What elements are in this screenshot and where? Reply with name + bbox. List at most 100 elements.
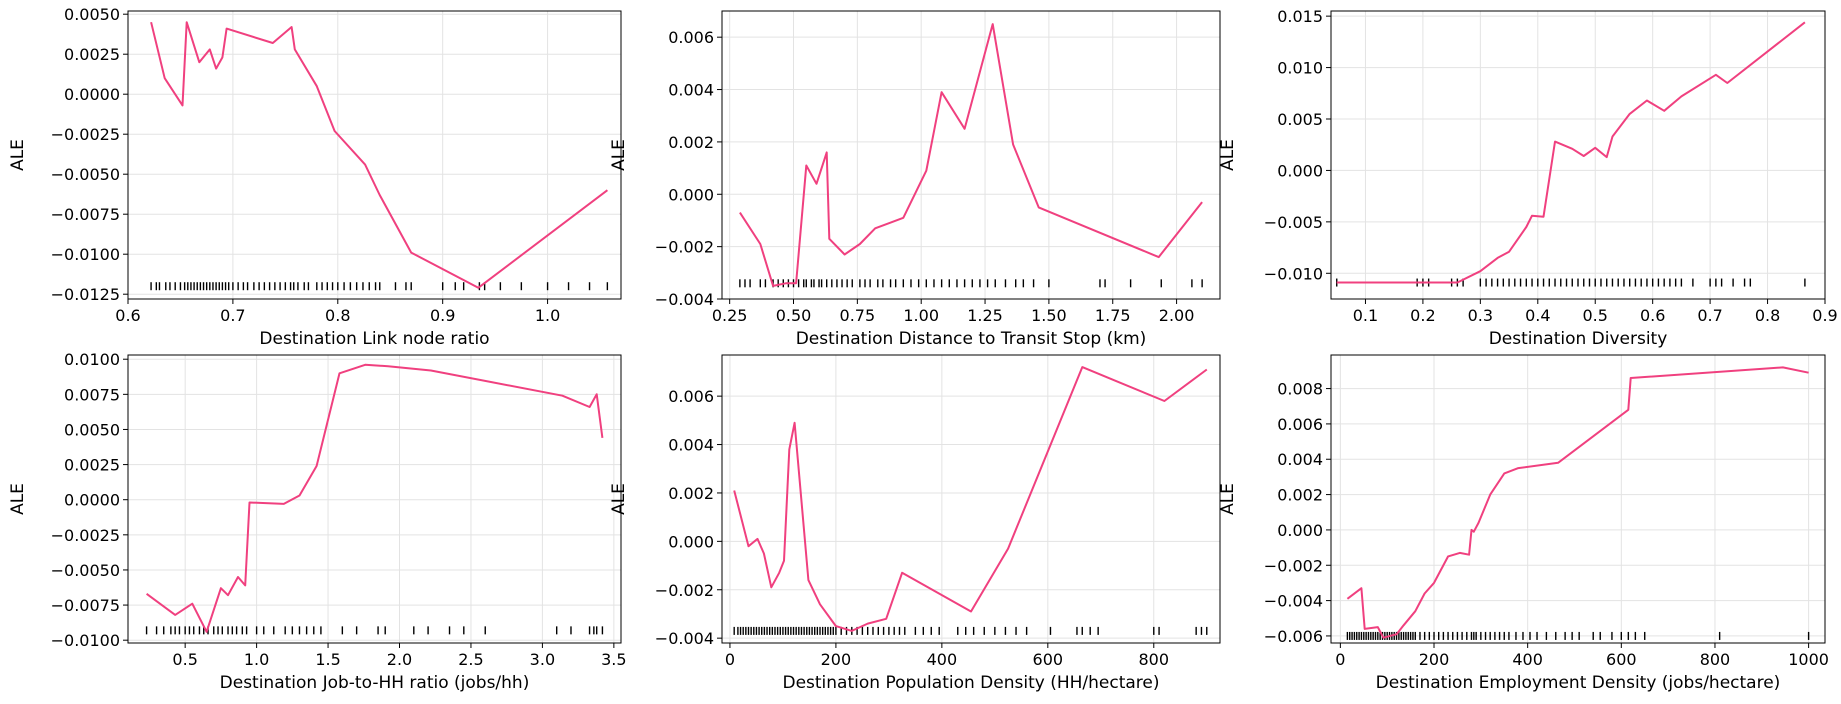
y-tick-label: −0.0100	[51, 631, 120, 650]
y-axis-label: ALE	[609, 483, 629, 515]
ale-line	[739, 23, 1203, 287]
y-axis-label: ALE	[8, 139, 28, 171]
y-tick-label: 0.006	[668, 28, 714, 47]
y-tick-label: −0.004	[1264, 592, 1323, 611]
x-axis-label: Destination Distance to Transit Stop (km…	[796, 329, 1147, 349]
y-tick-label: 0.004	[1277, 450, 1323, 469]
x-tick-label: 1.50	[1031, 306, 1067, 325]
x-tick-label: 800	[1139, 650, 1170, 669]
x-axis-label: Destination Diversity	[1489, 329, 1668, 349]
x-tick-label: 0.4	[1525, 306, 1550, 325]
x-tick-label: 0.25	[712, 306, 748, 325]
y-tick-label: −0.0075	[51, 596, 120, 615]
y-tick-label: 0.006	[1277, 415, 1323, 434]
chart-panel-6: 0 200 400 600 800 1000 −0.006 −0.004 −0.002 0.000…	[1218, 354, 1829, 693]
y-axis-label: ALE	[1218, 139, 1238, 171]
chart-panel-2: 0.25 0.50 0.75 1.00 1.25 1.50 1.75 2.00 −0.004 −0…	[609, 10, 1221, 349]
x-tick-label: 0.9	[1812, 306, 1837, 325]
x-tick-label: 0.50	[776, 306, 812, 325]
x-tick-label: 0.7	[220, 306, 245, 325]
x-tick-label: 600	[1606, 650, 1637, 669]
y-tick-label: 0.0100	[64, 350, 120, 369]
x-tick-label: 1.00	[903, 306, 939, 325]
x-tick-label: 1.75	[1095, 306, 1131, 325]
x-axis-label: Destination Link node ratio	[259, 329, 489, 349]
y-axis-label: ALE	[8, 483, 28, 515]
x-tick-label: 0.3	[1468, 306, 1493, 325]
y-tick-label: 0.0000	[64, 85, 120, 104]
x-tick-label: 0.6	[115, 306, 140, 325]
x-tick-label: 400	[927, 650, 958, 669]
x-tick-label: 200	[1419, 650, 1450, 669]
axes-frame	[127, 10, 622, 300]
y-tick-label: −0.0125	[51, 285, 120, 304]
axes-frame	[1330, 10, 1826, 300]
y-tick-label: −0.006	[1264, 627, 1323, 646]
ale-line	[1346, 366, 1809, 639]
ale-line	[146, 363, 604, 633]
y-tick-label: 0.000	[1277, 521, 1323, 540]
y-tick-label: −0.0050	[51, 561, 120, 580]
x-tick-label: 0.7	[1697, 306, 1722, 325]
x-tick-label: 0.1	[1353, 306, 1378, 325]
x-tick-label: 1000	[1788, 650, 1829, 669]
y-tick-label: 0.004	[668, 81, 714, 100]
x-tick-label: 0.9	[430, 306, 455, 325]
x-tick-label: 2.5	[458, 650, 483, 669]
y-axis-label: ALE	[1218, 483, 1238, 515]
axes-frame	[721, 10, 1221, 300]
y-tick-label: 0.0025	[64, 45, 120, 64]
y-tick-label: 0.002	[1277, 486, 1323, 505]
y-tick-label: 0.005	[1277, 110, 1323, 129]
y-tick-label: 0.006	[668, 387, 714, 406]
y-tick-label: 0.002	[668, 484, 714, 503]
ale-line	[1336, 21, 1806, 284]
x-tick-label: 1.25	[967, 306, 1003, 325]
y-tick-label: 0.008	[1277, 380, 1323, 399]
y-tick-label: 0.002	[668, 133, 714, 152]
x-tick-label: 1.0	[244, 650, 269, 669]
chart-panel-5: 0 200 400 600 800 −0.004 −0.002 0.000 0.002 0.004…	[609, 354, 1221, 693]
axes-frame	[721, 354, 1221, 644]
x-tick-label: 400	[1512, 650, 1543, 669]
y-tick-label: −0.004	[655, 629, 714, 648]
y-tick-label: −0.002	[1264, 556, 1323, 575]
y-tick-label: 0.015	[1277, 7, 1323, 26]
x-tick-label: 600	[1033, 650, 1064, 669]
x-tick-label: 2.0	[387, 650, 412, 669]
x-tick-label: 0.5	[1583, 306, 1608, 325]
y-tick-label: −0.004	[655, 290, 714, 309]
x-tick-label: 2.00	[1159, 306, 1195, 325]
chart-panel-1: 0.6 0.7 0.8 0.9 1.0 −0.0125 −0.0100 −0.0075 −0.0…	[8, 5, 622, 349]
y-tick-label: −0.0025	[51, 125, 120, 144]
y-tick-label: 0.010	[1277, 59, 1323, 78]
y-tick-label: 0.000	[668, 185, 714, 204]
y-tick-label: 0.0050	[64, 420, 120, 439]
x-tick-label: 800	[1700, 650, 1731, 669]
x-tick-label: 0.6	[1640, 306, 1665, 325]
x-tick-label: 0.8	[1755, 306, 1780, 325]
x-tick-label: 1.0	[535, 306, 560, 325]
y-tick-label: 0.0000	[64, 491, 120, 510]
x-tick-label: 200	[821, 650, 852, 669]
x-tick-label: 0.5	[172, 650, 197, 669]
y-tick-label: 0.0025	[64, 456, 120, 475]
y-tick-label: −0.0050	[51, 165, 120, 184]
ale-line	[733, 366, 1208, 632]
chart-panel-3: 0.1 0.2 0.3 0.4 0.5 0.6 0.7 0.8 0.9 −0.010 −0.005 0…	[1218, 7, 1838, 349]
x-axis-label: Destination Employment Density (jobs/hec…	[1376, 673, 1781, 693]
y-tick-label: −0.0025	[51, 526, 120, 545]
y-tick-label: 0.000	[668, 532, 714, 551]
chart-panel-4: 0.5 1.0 1.5 2.0 2.5 3.0 3.5 −0.0100 −0.0075 −0.00…	[8, 350, 627, 693]
y-tick-label: 0.004	[668, 436, 714, 455]
ale-line	[150, 21, 609, 289]
y-tick-label: 0.0050	[64, 5, 120, 24]
x-axis-label: Destination Job-to-HH ratio (jobs/hh)	[220, 673, 530, 693]
x-axis-label: Destination Population Density (HH/hecta…	[782, 673, 1159, 693]
y-tick-label: −0.0075	[51, 205, 120, 224]
y-tick-label: 0.000	[1277, 161, 1323, 180]
x-tick-label: 0.75	[840, 306, 876, 325]
y-tick-label: −0.005	[1264, 213, 1323, 232]
axes-frame	[127, 354, 622, 644]
